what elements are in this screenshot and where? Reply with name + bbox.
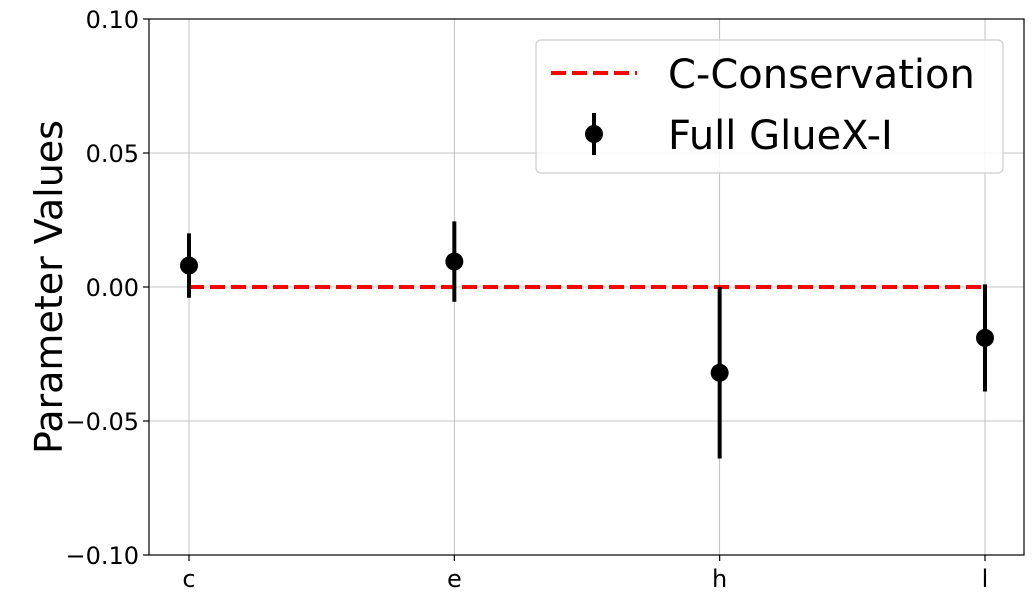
- legend-marker-swatch: [585, 125, 603, 143]
- y-tick-label: −0.10: [65, 542, 139, 570]
- y-tick-label: 0.00: [86, 274, 139, 302]
- y-tick-label: 0.05: [86, 140, 139, 168]
- legend: C-Conservation Full GlueX-I: [535, 39, 1004, 174]
- data-point: [180, 256, 198, 275]
- x-tick-label: l: [982, 565, 989, 593]
- data-point: [976, 328, 994, 347]
- legend-label: C-Conservation: [668, 52, 975, 98]
- ticks: 0.10 0.05 0.00 −0.05 −0.10 c e h l: [65, 6, 988, 593]
- y-tick-label: −0.05: [65, 408, 139, 436]
- x-tick-label: c: [182, 565, 195, 593]
- data-point: [710, 363, 729, 382]
- x-tick-label: e: [447, 565, 462, 593]
- legend-box: [535, 39, 1004, 174]
- x-tick-label: h: [712, 565, 727, 593]
- legend-label: Full GlueX-I: [668, 113, 893, 159]
- y-axis-label: Parameter Values: [27, 120, 71, 454]
- data-layer: [180, 221, 994, 459]
- data-point: [445, 252, 464, 271]
- y-tick-label: 0.10: [86, 6, 139, 34]
